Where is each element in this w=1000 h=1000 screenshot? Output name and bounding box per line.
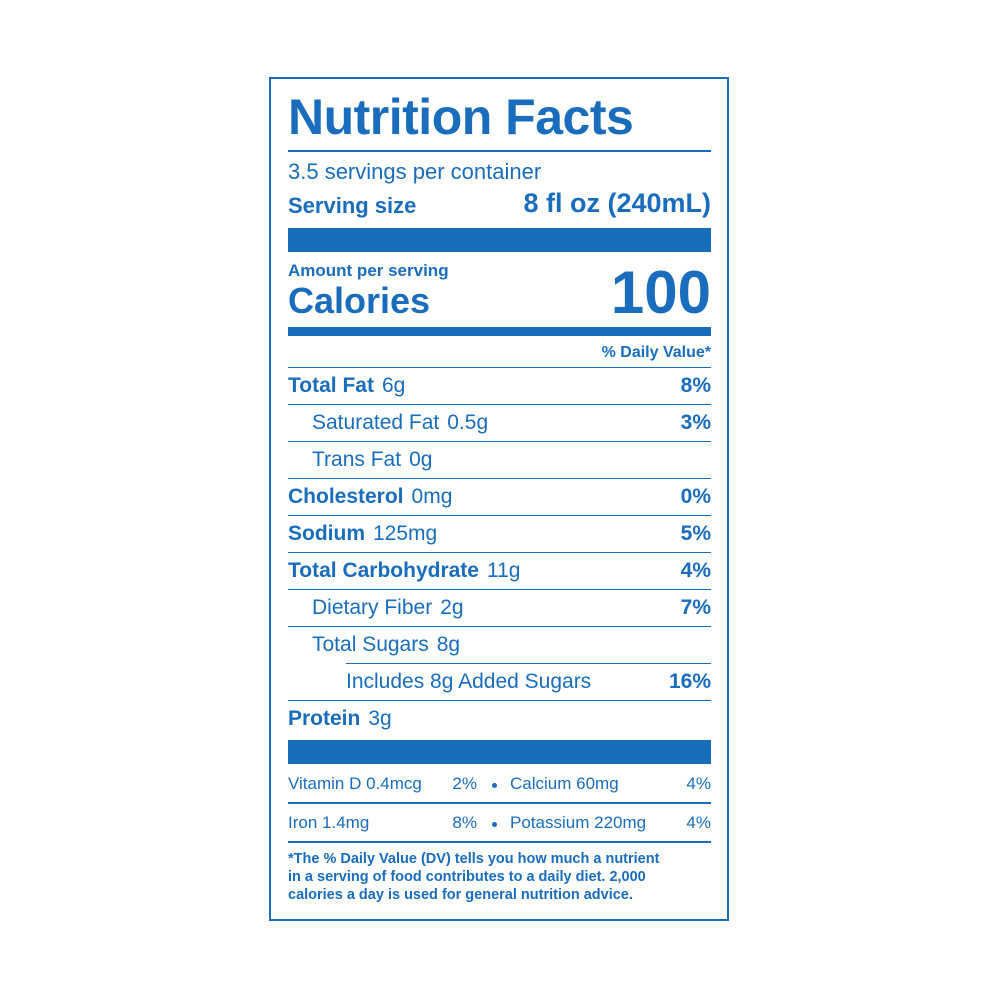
nutrient-dv: 7% [680,596,711,619]
dv-header: % Daily Value* [601,344,711,361]
vitamin-dv: 2% [452,774,477,793]
nutrient-name: Cholesterol [288,485,404,508]
vitamin-name: Vitamin D [288,774,362,793]
nutrient-amount: 0mg [411,485,453,508]
vitamin-amount: 220mg [594,813,647,832]
nutrient-amount: 8g [436,633,461,656]
serving-size: 8 fl oz (240mL) [523,188,711,218]
footnote-line: in a serving of food contributes to a da… [288,869,646,885]
nutrient-amount: 3g [368,707,392,730]
rule [288,841,711,843]
vitamin-name: Potassium [510,813,590,832]
nutrient-name: Saturated Fat [312,411,440,434]
nutrient-row: Cholesterol 0mg 0% [288,478,711,515]
nutrient-row: Trans Fat 0g [288,441,711,478]
calories-label: Calories [288,280,431,321]
nutrient-name: Trans Fat [312,448,402,471]
amount-label: Amount per serving [288,261,449,280]
nutrient-name: Dietary Fiber [312,596,433,619]
vitamin: Potassium 220mg [510,813,646,833]
thick-rule [288,327,711,336]
footnote-line: calories a day is used for general nutri… [288,887,633,903]
nutrient-amount: 0.5g [447,411,489,434]
thick-bar [288,228,711,252]
nutrient-name: Total Fat [288,374,374,397]
nutrient-row: Includes 8g Added Sugars 16% [346,663,711,700]
nutrient-row: Total Sugars 8g [288,626,711,663]
nutrient-amount: 2g [440,596,464,619]
nutrient-amount: 125mg [373,522,438,545]
serving-size-label: Serving size [288,193,417,218]
vitamin-amount: 1.4mg [322,813,370,832]
nutrient-row: Total Carbohydrate 11g 4% [288,552,711,589]
nutrient-dv: 16% [668,670,711,693]
footnote-line: *The % Daily Value (DV) tells you how mu… [288,851,660,867]
bullet [492,783,497,788]
nutrient-amount: 11g [486,559,521,582]
thick-bar [288,740,711,764]
vitamin-name: Iron [288,813,318,832]
nutrient-name: Sodium [288,522,365,545]
nutrient-dv: 4% [680,559,711,582]
vitamin: Iron 1.4mg [288,813,369,833]
label-border [269,77,729,921]
bullet [492,822,497,827]
nutrient-name: Protein [288,707,361,730]
vitamin-dv: 4% [686,813,711,832]
nutrient-row: Total Fat 6g 8% [288,367,711,404]
nutrient-amount: 0g [409,448,433,471]
vitamin: Calcium 60mg [510,774,619,794]
servings: 3.5 servings per container [288,159,542,184]
nutrient-row: Dietary Fiber 2g 7% [288,589,711,626]
vitamin-name: Calcium [510,774,572,793]
vitamin-amount: 60mg [576,774,619,793]
nutrient-dv: 3% [680,411,711,434]
rule [288,802,711,804]
nutrient-name: Total Sugars [312,633,429,656]
nutrient-dv: 0% [680,485,711,508]
vitamin-amount: 0.4mcg [366,774,422,793]
nutrient-amount: 6g [381,374,406,397]
title: Nutrition Facts [288,89,634,145]
vitamin-dv: 4% [686,774,711,793]
nutrient-row: Saturated Fat 0.5g 3% [288,404,711,441]
nutrient-dv: 8% [680,374,711,397]
vitamin: Vitamin D 0.4mcg [288,774,422,794]
nutrient-row: Sodium 125mg 5% [288,515,711,552]
nutrient-name: Includes 8g Added Sugars [346,670,592,693]
calories-value: 100 [610,259,711,326]
nutrient-row: Protein 3g [288,700,711,737]
vitamin-dv: 8% [452,813,477,832]
rule [288,150,711,152]
nutrient-dv: 5% [680,522,711,545]
nutrient-name: Total Carbohydrate [288,559,479,582]
